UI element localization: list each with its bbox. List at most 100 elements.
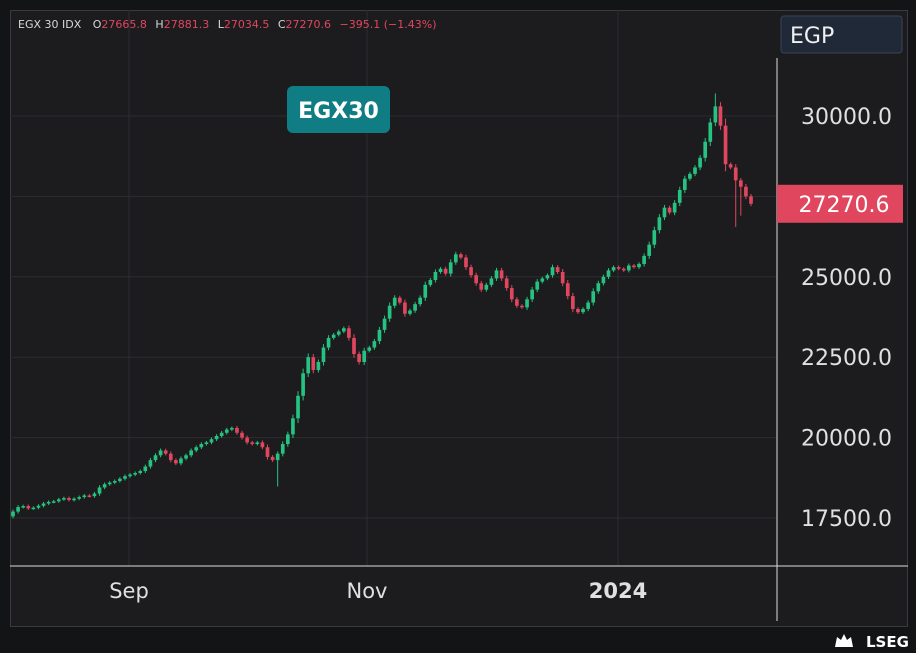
candle-body xyxy=(504,278,509,289)
candle-body xyxy=(616,267,621,269)
candle-body xyxy=(423,284,428,298)
candle-body xyxy=(16,507,20,512)
candle-body xyxy=(143,466,148,472)
candle-body xyxy=(306,357,311,374)
candle-body xyxy=(87,495,92,497)
candle-body xyxy=(403,302,407,314)
candle-body xyxy=(265,447,270,457)
symbol-label: EGX 30 IDX xyxy=(18,18,82,31)
candle-body xyxy=(56,499,61,502)
candle-body xyxy=(36,505,41,508)
candle-body xyxy=(637,263,641,268)
candle-body xyxy=(494,270,499,279)
candle-body xyxy=(723,125,728,165)
candle-body xyxy=(148,460,153,467)
x-axis-labels: Sep Nov 2024 xyxy=(109,579,647,603)
candle-body xyxy=(367,347,372,351)
candle-body xyxy=(270,456,275,461)
candle-body xyxy=(46,501,51,504)
candle-body xyxy=(698,157,702,168)
candle-body xyxy=(453,254,458,263)
candle-body xyxy=(443,268,448,274)
current-price-tag: 27270.6 xyxy=(777,184,903,223)
candle-body xyxy=(438,268,443,272)
lseg-logo-text: LSEG xyxy=(866,633,909,651)
candle-body xyxy=(199,444,204,448)
candle-body xyxy=(377,329,382,342)
x-tick-label: Nov xyxy=(347,579,388,603)
candle-body xyxy=(448,262,453,274)
chart-title: EGX30 xyxy=(298,99,379,124)
candle-body xyxy=(586,302,590,309)
candle-body xyxy=(469,267,473,276)
candle-body xyxy=(214,435,219,440)
candle-body xyxy=(571,296,575,309)
candle-body xyxy=(296,395,300,419)
lseg-logo: LSEG xyxy=(835,633,909,651)
candle-body xyxy=(321,347,326,363)
candles xyxy=(11,93,753,519)
candle-body xyxy=(128,474,132,477)
candle-body xyxy=(21,506,26,508)
candle-body xyxy=(336,331,341,335)
high-key: H xyxy=(155,18,163,31)
candle-body xyxy=(621,268,626,271)
candle-body xyxy=(97,487,102,494)
candle-body xyxy=(474,275,478,284)
candle-body xyxy=(255,442,260,445)
candle-body xyxy=(397,297,402,303)
currency-selector[interactable]: EGP xyxy=(780,15,903,54)
candle-body xyxy=(26,506,31,509)
candle-body xyxy=(601,276,606,284)
candle-body xyxy=(62,498,66,500)
close-value: 27270.6 xyxy=(286,18,332,31)
candle-body xyxy=(184,455,188,459)
low-value: 27034.5 xyxy=(224,18,270,31)
candle-body xyxy=(520,305,524,308)
candle-body xyxy=(224,429,229,433)
candle-body xyxy=(168,453,173,461)
candle-body xyxy=(112,481,117,483)
y-tick-label: 22500.0 xyxy=(801,346,892,371)
candle-body xyxy=(102,484,107,488)
candle-body xyxy=(82,495,87,498)
candle-body xyxy=(301,373,305,396)
candle-body xyxy=(657,217,662,231)
candle-body xyxy=(484,284,489,290)
high-value: 27881.3 xyxy=(164,18,210,31)
candle-body xyxy=(693,167,697,174)
candle-body xyxy=(596,283,601,292)
candle-body xyxy=(31,507,36,510)
candle-body xyxy=(560,271,565,284)
ohlc-readout: EGX 30 IDX O27665.8 H27881.3 L27034.5 C2… xyxy=(18,18,436,31)
candle-body xyxy=(92,493,97,497)
candle-body xyxy=(341,328,346,332)
candle-body xyxy=(123,476,127,479)
current-price-label: 27270.6 xyxy=(799,193,890,218)
candle-body xyxy=(677,189,682,203)
candle-body xyxy=(611,267,616,271)
candle-body xyxy=(718,106,723,126)
candle-body xyxy=(118,478,122,482)
candle-body xyxy=(153,455,158,461)
candle-body xyxy=(418,297,423,305)
candle-body xyxy=(535,281,540,290)
candle-body xyxy=(77,497,81,499)
close-key: C xyxy=(278,18,286,31)
candle-body xyxy=(627,265,631,271)
candle-body xyxy=(189,450,193,456)
open-key: O xyxy=(93,18,102,31)
candle-body xyxy=(133,472,137,475)
candle-body xyxy=(428,280,433,285)
candle-body xyxy=(67,498,71,500)
candle-body xyxy=(387,305,392,319)
candle-body xyxy=(362,350,367,363)
currency-label: EGP xyxy=(790,24,834,49)
candle-body xyxy=(464,257,468,268)
candle-body xyxy=(647,244,652,256)
chart-background xyxy=(10,10,908,627)
candle-body xyxy=(591,291,596,303)
candle-body xyxy=(749,196,753,204)
candle-body xyxy=(41,503,46,506)
